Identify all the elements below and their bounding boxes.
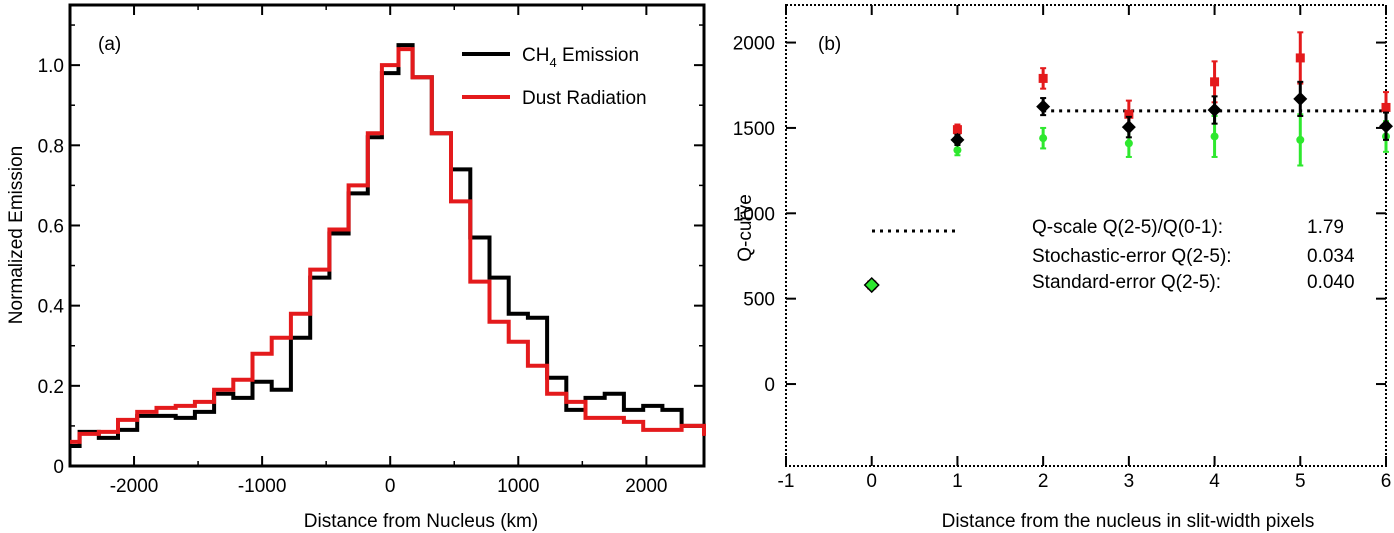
panel-b-stats-box: Q-scale Q(2-5)/Q(0-1): 1.79 Stochastic-e…: [872, 217, 1355, 293]
x-tick-label: 0: [385, 476, 396, 497]
y-tick-label: 0.2: [38, 377, 64, 398]
green-point: [1296, 113, 1305, 167]
x-tick-label: 4: [1209, 471, 1220, 492]
panel-b-label: (b): [818, 34, 841, 55]
red-marker: [1381, 102, 1391, 112]
black-marker: [1379, 119, 1393, 134]
panel-b-y-axis-label: Q-curve: [735, 194, 756, 262]
y-tick-label: 1.0: [38, 56, 64, 77]
y-tick-label: 0: [53, 457, 64, 478]
ch4-emission-series: [70, 43, 706, 448]
panel-b-qcurve: -1 0 1 2 3 4 5 6 0 500 1000 1500 2000 (b) Q-scale Q…: [733, 4, 1393, 532]
x-tick-label: 6: [1381, 471, 1392, 492]
green-point: [1039, 126, 1048, 150]
x-tick-label: 2: [1038, 471, 1049, 492]
panel-b-series: [863, 31, 1393, 294]
stat-stochastic-value: 0.034: [1307, 246, 1355, 267]
x-tick-label: -2000: [110, 476, 159, 497]
x-tick-label: 1: [952, 471, 963, 492]
black-point: [1121, 115, 1136, 139]
stat-qscale-label: Q-scale Q(2-5)/Q(0-1):: [1032, 217, 1223, 238]
black-marker: [1293, 91, 1308, 106]
y-tick-label: 500: [743, 290, 775, 311]
y-tick-label: 1000: [733, 204, 775, 225]
stat-standard-value: 0.040: [1307, 272, 1355, 293]
black-point: [950, 132, 965, 147]
panel-a-x-tick-labels: -2000 -1000 0 1000 2000: [110, 476, 668, 497]
panel-b-x-axis-label: Distance from the nucleus in slit-width …: [942, 511, 1315, 532]
black-marker: [950, 132, 965, 147]
red-marker: [952, 125, 962, 135]
red-point: [1295, 31, 1305, 85]
green-marker: [1210, 132, 1219, 141]
y-tick-label: 2000: [733, 34, 775, 55]
legend-dust-label: Dust Radiation: [522, 88, 647, 109]
panel-a-y-tick-labels: 0 0.2 0.4 0.6 0.8 1.0: [38, 56, 65, 478]
stat-stochastic-label: Stochastic-error Q(2-5):: [1032, 246, 1232, 267]
red-point: [1038, 67, 1048, 90]
black-point: [863, 276, 880, 294]
black-marker: [863, 276, 880, 294]
y-tick-label: 0: [764, 375, 775, 396]
black-point: [1379, 111, 1393, 141]
green-marker: [1039, 134, 1048, 143]
red-marker: [1124, 109, 1134, 119]
y-tick-label: 1500: [733, 119, 775, 140]
x-tick-label: 3: [1124, 471, 1135, 492]
black-marker: [1207, 103, 1222, 118]
x-tick-label: -1: [778, 471, 795, 492]
panel-a-ticks: [69, 5, 704, 467]
black-marker: [1121, 120, 1136, 135]
x-tick-label: 0: [866, 471, 877, 492]
black-point: [1293, 80, 1308, 117]
x-tick-label: 2000: [625, 476, 667, 497]
panel-b-x-tick-labels: -1 0 1 2 3 4 5 6: [778, 471, 1392, 492]
green-marker: [1124, 139, 1133, 148]
red-marker: [1210, 77, 1220, 87]
panel-b-frame: [785, 4, 1387, 467]
legend-ch4-label: CH4 Emission: [522, 45, 639, 70]
panel-a-histogram: -2000 -1000 0 1000 2000 0 0.2 0.4 0.6 0.8 1.0 (a)…: [6, 3, 706, 532]
black-marker: [1036, 99, 1051, 114]
dust-radiation-series: [70, 47, 706, 444]
x-tick-label: 5: [1295, 471, 1306, 492]
red-marker: [1038, 73, 1048, 83]
stat-standard-label: Standard-error Q(2-5):: [1032, 272, 1221, 293]
stat-qscale-value: 1.79: [1307, 217, 1344, 238]
panel-a-y-axis-label: Normalized Emission: [6, 146, 27, 324]
black-point: [1207, 95, 1222, 125]
red-marker: [1295, 53, 1305, 63]
panel-a-x-axis-label: Distance from Nucleus (km): [304, 511, 538, 532]
panel-b-y-tick-labels: 0 500 1000 1500 2000: [733, 34, 775, 396]
panel-a-legend: CH4 Emission Dust Radiation: [462, 45, 647, 109]
green-marker: [1296, 135, 1305, 144]
green-marker: [953, 146, 962, 155]
y-tick-label: 0.4: [38, 297, 65, 318]
panel-b-ticks: [785, 5, 1387, 466]
y-tick-label: 0.8: [38, 136, 64, 157]
y-tick-label: 0.6: [38, 216, 64, 237]
black-point: [1036, 97, 1051, 117]
x-tick-label: -1000: [238, 476, 287, 497]
panel-a-frame: [68, 3, 706, 468]
panel-a-label: (a): [98, 34, 121, 55]
panel-a-series: [70, 43, 706, 448]
x-tick-label: 1000: [497, 476, 539, 497]
